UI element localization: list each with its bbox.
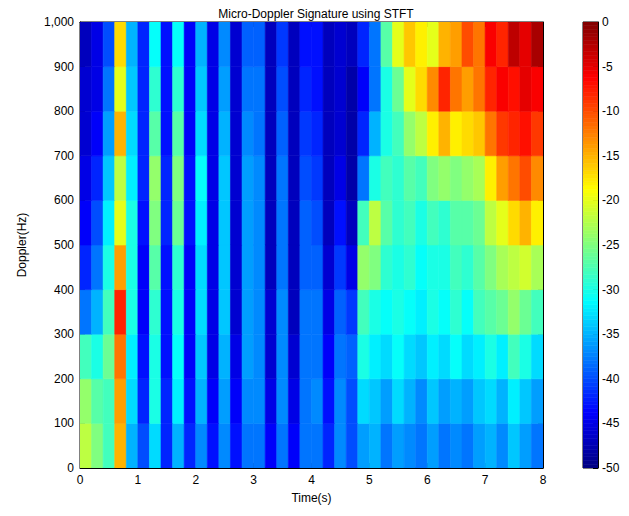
svg-text:Time(s): Time(s) xyxy=(291,491,331,505)
svg-text:700: 700 xyxy=(54,149,74,163)
svg-text:5: 5 xyxy=(366,473,373,487)
svg-text:6: 6 xyxy=(424,473,431,487)
svg-text:600: 600 xyxy=(54,193,74,207)
svg-text:900: 900 xyxy=(54,60,74,74)
svg-text:-10: -10 xyxy=(602,104,620,118)
svg-text:0: 0 xyxy=(77,473,84,487)
svg-text:4: 4 xyxy=(308,473,315,487)
svg-text:-25: -25 xyxy=(602,238,620,252)
svg-text:-20: -20 xyxy=(602,193,620,207)
svg-text:0: 0 xyxy=(602,15,609,29)
svg-text:100: 100 xyxy=(54,416,74,430)
svg-text:-45: -45 xyxy=(602,416,620,430)
svg-text:-35: -35 xyxy=(602,327,620,341)
svg-text:0: 0 xyxy=(67,461,74,475)
svg-text:-5: -5 xyxy=(602,60,613,74)
svg-text:2: 2 xyxy=(192,473,199,487)
svg-text:-30: -30 xyxy=(602,283,620,297)
svg-text:-15: -15 xyxy=(602,149,620,163)
svg-text:1,000: 1,000 xyxy=(44,15,74,29)
svg-text:200: 200 xyxy=(54,372,74,386)
svg-text:3: 3 xyxy=(250,473,257,487)
svg-text:500: 500 xyxy=(54,238,74,252)
svg-text:300: 300 xyxy=(54,327,74,341)
svg-text:800: 800 xyxy=(54,104,74,118)
svg-text:400: 400 xyxy=(54,283,74,297)
svg-text:1: 1 xyxy=(135,473,142,487)
svg-text:Micro-Doppler Signature using: Micro-Doppler Signature using STFT xyxy=(218,7,414,21)
svg-text:7: 7 xyxy=(482,473,489,487)
svg-text:Doppler(Hz): Doppler(Hz) xyxy=(15,213,29,278)
svg-text:-40: -40 xyxy=(602,372,620,386)
svg-text:-50: -50 xyxy=(602,461,620,475)
svg-text:8: 8 xyxy=(540,473,547,487)
